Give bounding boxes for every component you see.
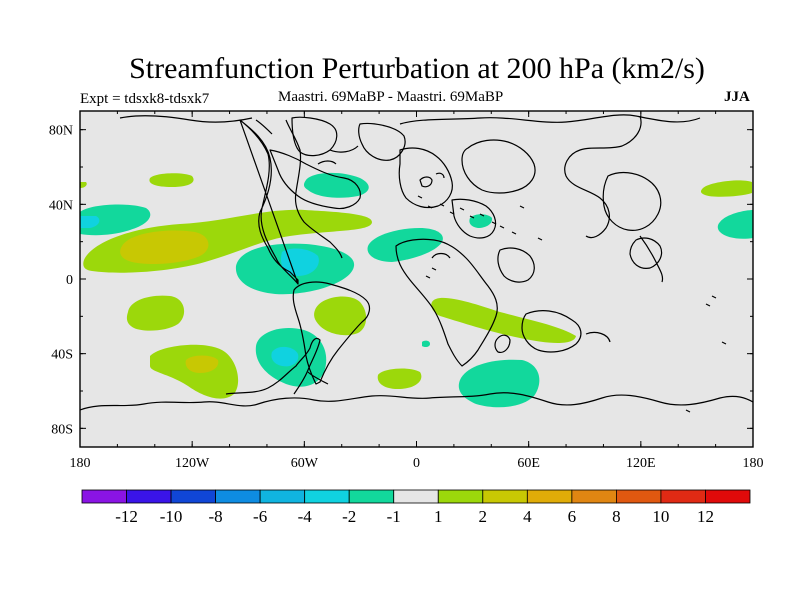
map-background — [80, 111, 753, 447]
colorbar-label: -8 — [209, 507, 223, 526]
colorbar-swatch — [482, 489, 528, 504]
colorbar-label: 12 — [697, 507, 714, 526]
colorbar-swatch — [571, 489, 617, 504]
colorbar-swatch — [259, 489, 306, 504]
colorbar-swatch — [660, 489, 706, 504]
colorbar-swatch — [170, 489, 216, 504]
x-tick-label: 120W — [175, 456, 210, 471]
anomaly-region — [271, 346, 299, 367]
colorbar-swatch — [616, 489, 662, 504]
anomaly-region — [120, 230, 209, 264]
colorbar-label: -2 — [342, 507, 356, 526]
anomaly-region — [314, 296, 367, 336]
colorbar-label: 6 — [568, 507, 577, 526]
anomaly-region — [303, 172, 369, 198]
anomaly-region — [367, 228, 443, 262]
colorbar-label: 10 — [652, 507, 669, 526]
anomaly-region — [80, 182, 87, 188]
y-tick-label: 0 — [66, 273, 73, 288]
anomaly-region — [422, 340, 430, 348]
colorbar-swatch — [348, 489, 395, 504]
period-subtitle: Maastri. 69MaBP - Maastri. 69MaBP — [278, 89, 504, 105]
colorbar-label: 8 — [612, 507, 621, 526]
coastline-south-america — [292, 281, 371, 385]
anomaly-region — [431, 297, 576, 343]
anomaly-region — [280, 248, 319, 276]
coastline-east-asia — [602, 171, 664, 283]
colorbar-swatch — [393, 489, 439, 504]
colorbar-label: 4 — [523, 507, 532, 526]
axis-labels: 180 120W 60W 0 60E 120E 180 80N 40N 0 40S 80S — [49, 124, 764, 471]
coastline-antarctica-peninsula — [225, 337, 321, 395]
colorbar-swatch — [81, 489, 127, 504]
coastline-antarctica — [80, 392, 753, 411]
colorbar-label: 2 — [479, 507, 488, 526]
coastlines — [80, 114, 753, 413]
colorbar-swatch — [304, 489, 350, 504]
coastline-australia — [521, 310, 611, 353]
y-tick-label: 40N — [49, 198, 73, 213]
experiment-subtitle: Expt = tdsxk8-tdsxk7 — [80, 91, 210, 107]
colorbar-label: -6 — [253, 507, 267, 526]
x-tick-label: 0 — [413, 456, 420, 471]
plot-title: Streamfunction Perturbation at 200 hPa (… — [129, 52, 705, 85]
x-tick-label: 60W — [291, 456, 319, 471]
colorbar-label: -12 — [115, 507, 138, 526]
colorbar-swatch — [126, 489, 172, 504]
coastline-greenland-arctic — [291, 116, 406, 161]
coastline-europe-tethys — [398, 147, 497, 239]
coastline-pacific-islands — [417, 195, 727, 413]
colorbar: -12 -10 -8 -6 -4 -2 -1 1 2 4 6 8 10 12 — [81, 489, 751, 526]
colorbar-label: -1 — [387, 507, 401, 526]
coastline-eurasia — [399, 114, 701, 239]
anomaly-region — [377, 368, 422, 389]
coastline-india-madagascar — [494, 247, 535, 353]
y-tick-label: 40S — [51, 348, 73, 363]
axis-ticks — [79, 111, 754, 447]
x-tick-label: 180 — [70, 456, 91, 471]
anomaly-region — [80, 216, 100, 228]
colorbar-swatch — [526, 489, 573, 504]
colorbar-label: 1 — [434, 507, 443, 526]
anomaly-region — [126, 295, 185, 331]
colorbar-swatch — [705, 489, 751, 504]
colorbar-label: -4 — [298, 507, 313, 526]
x-tick-label: 120E — [626, 456, 656, 471]
x-tick-label: 180 — [743, 456, 764, 471]
coastline-africa — [395, 238, 498, 367]
colorbar-swatch — [437, 489, 484, 504]
colorbar-swatch — [215, 489, 261, 504]
season-subtitle: JJA — [724, 89, 750, 105]
coastline-north-atlantic-islands — [419, 172, 445, 188]
y-tick-label: 80S — [51, 422, 73, 437]
y-tick-label: 80N — [49, 124, 73, 139]
anomaly-region — [717, 210, 753, 239]
colorbar-label: -10 — [160, 507, 183, 526]
coastline-central-north-america — [269, 149, 361, 210]
anomaly-region — [700, 180, 752, 197]
anomaly-region — [469, 214, 493, 228]
anomaly-region — [149, 173, 194, 187]
anomaly-region — [185, 355, 219, 373]
anomaly-region — [80, 204, 151, 236]
coastline-north-america — [239, 119, 343, 285]
x-tick-label: 60E — [517, 456, 540, 471]
coastline-arctic-west — [119, 115, 253, 123]
